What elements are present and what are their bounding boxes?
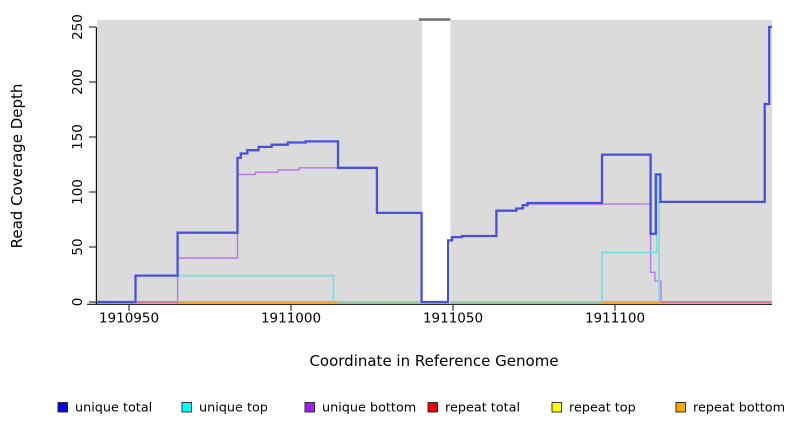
legend-swatch-repeat-bottom [675,402,686,413]
legend: unique total unique top unique bottom repea… [57,401,785,416]
x-tick-label: 1911000 [261,311,321,327]
coverage-gap-band [421,20,451,304]
series-lines [96,25,772,304]
y-axis-title: Read Coverage Depth [8,84,26,249]
legend-swatch-repeat-top [551,402,562,413]
y-tick-label: 150 [70,124,86,150]
legend-label-unique-bottom: unique bottom [322,401,416,416]
y-tick-label: 50 [70,238,86,255]
legend-label-unique-top: unique top [199,401,268,416]
legend-swatch-unique-top [181,402,192,413]
y-tick-label: 250 [70,14,86,40]
legend-swatch-unique-bottom [304,402,315,413]
y-tick-label: 200 [70,69,86,95]
legend-label-repeat-total: repeat total [445,401,520,416]
axes: 1910950 1911000 1911050 1911100 0 50 100 150 200… [70,14,772,327]
x-tick-label: 1911100 [585,311,645,327]
legend-label-unique-total: unique total [75,401,152,416]
series-line-unique-total [96,25,772,304]
legend-swatch-unique-total [57,402,68,413]
plot-panel [97,18,772,304]
legend-swatch-repeat-total [427,402,438,413]
y-tick-label: 0 [70,298,86,307]
x-tick-label: 1911050 [423,311,483,327]
x-axis-title: Coordinate in Reference Genome [309,352,558,370]
x-tick-label: 1910950 [99,311,159,327]
y-tick-label: 100 [70,179,86,205]
legend-label-repeat-bottom: repeat bottom [693,401,785,416]
legend-label-repeat-top: repeat top [569,401,636,416]
